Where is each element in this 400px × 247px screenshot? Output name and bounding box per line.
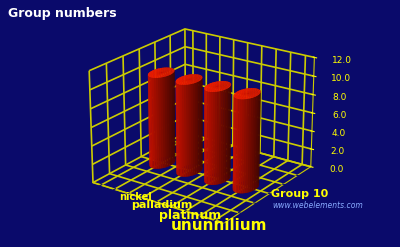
Text: Group numbers: Group numbers [8,7,117,21]
